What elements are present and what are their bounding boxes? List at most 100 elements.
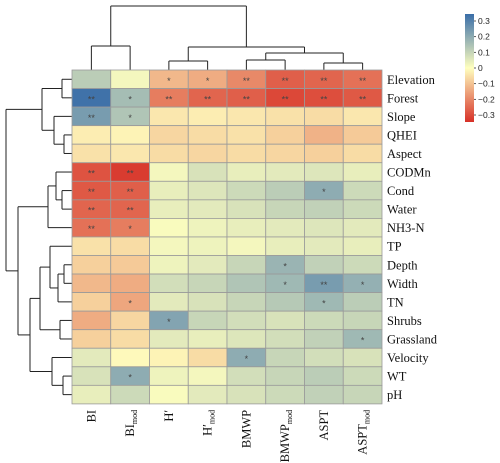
heatmap-cell (149, 125, 189, 145)
significance-mark: * (128, 373, 132, 383)
row-label: TN (387, 295, 404, 309)
heatmap-cell (265, 366, 305, 386)
heatmap-cell (304, 255, 344, 275)
significance-mark: ** (243, 94, 251, 104)
heatmap-cell (187, 384, 228, 405)
column-labels: BI BImod H′ H′mod BMWP BMWPmod ASPT ASPTmod (84, 410, 371, 463)
heatmap-cell (187, 310, 228, 331)
heatmap-cell (110, 69, 150, 89)
significance-mark: ** (282, 94, 290, 104)
heatmap-cell (149, 273, 189, 293)
heatmap-cell (110, 329, 150, 349)
significance-mark: ** (359, 76, 367, 86)
heatmap-cell (226, 199, 267, 219)
column-label: BI (84, 410, 98, 423)
significance-mark: ** (243, 76, 251, 86)
heatmap-cell (187, 347, 228, 368)
heatmap-cell (149, 384, 189, 405)
heatmap-cell (71, 329, 112, 349)
significance-mark: ** (320, 280, 328, 290)
heatmap-cell (342, 366, 383, 386)
row-label: Velocity (387, 351, 429, 365)
column-label: BMWP (239, 410, 253, 448)
heatmap-cell (187, 125, 228, 145)
row-label: Cond (387, 184, 415, 198)
significance-mark: ** (88, 224, 96, 234)
significance-mark: ** (320, 94, 328, 104)
heatmap-cell (226, 384, 267, 405)
heatmap-cell (71, 310, 112, 331)
heatmap-cell (265, 180, 305, 201)
heatmap-cell (342, 310, 383, 331)
row-label: Grassland (387, 332, 438, 346)
colorbar-tick-label: −0.1 (478, 79, 495, 89)
heatmap-cell (342, 217, 383, 238)
significance-mark: ** (165, 94, 173, 104)
heatmap-cell (265, 292, 305, 312)
significance-mark: ** (88, 169, 96, 179)
heatmap-cell (149, 236, 189, 256)
heatmap-cell (342, 199, 383, 219)
significance-mark: ** (282, 76, 290, 86)
heatmap-cell (149, 106, 189, 127)
heatmap-cell (342, 255, 383, 275)
heatmap-cell (226, 217, 267, 238)
heatmap-cell (265, 125, 305, 145)
colorbar-gradient (465, 14, 474, 122)
heatmap-cell (149, 347, 189, 368)
significance-mark: ** (127, 169, 135, 179)
significance-mark: ** (359, 94, 367, 104)
significance-mark: * (128, 224, 132, 234)
heatmap-cell (187, 199, 228, 219)
heatmap-cell (149, 217, 189, 238)
heatmap-cell (187, 143, 228, 164)
heatmap-cell (265, 199, 305, 219)
column-label: ASPT (317, 410, 331, 441)
heatmap-cell (71, 69, 112, 89)
heatmap-cell (187, 236, 228, 256)
heatmap-cell (265, 217, 305, 238)
heatmap-cell (149, 366, 189, 386)
significance-mark: ** (88, 113, 96, 123)
row-label: WT (387, 370, 407, 384)
heatmap-cell (304, 384, 344, 405)
significance-mark: * (322, 298, 326, 308)
heatmap-cell (187, 292, 228, 312)
significance-mark: ** (127, 206, 135, 216)
heatmap-cell (304, 366, 344, 386)
heatmap-cell (71, 273, 112, 293)
heatmap-cell (304, 162, 344, 182)
heatmap-cell (110, 143, 150, 164)
column-dendrogram (90, 5, 364, 70)
heatmap-cell (71, 143, 112, 164)
column-label: ASPTmod (356, 410, 372, 455)
heatmap-cell (342, 143, 383, 164)
heatmap-cell (71, 347, 112, 368)
heatmap-cell (71, 366, 112, 386)
significance-mark: * (167, 317, 171, 327)
column-label: BImod (123, 410, 139, 437)
heatmap-cell (149, 329, 189, 349)
colorbar-legend: 0.3 0.2 0.1 0 −0.1 −0.2 −0.3 (465, 14, 495, 122)
heatmap-cell (149, 143, 189, 164)
heatmap-cell (149, 199, 189, 219)
heatmap-cell (226, 162, 267, 182)
heatmap-cell (265, 162, 305, 182)
heatmap-cell (226, 310, 267, 331)
heatmap-cell (304, 217, 344, 238)
heatmap-cell (265, 329, 305, 349)
heatmap-cell (149, 292, 189, 312)
heatmap-cell (265, 143, 305, 164)
row-label: TP (387, 240, 402, 254)
heatmap-cell (149, 162, 189, 182)
colorbar-tick-label: 0.1 (478, 47, 490, 57)
heatmap-cell (149, 255, 189, 275)
heatmap-cell (110, 310, 150, 331)
heatmap-cell (110, 125, 150, 145)
colorbar-tick-label: −0.2 (478, 94, 495, 104)
heatmap-cells (71, 69, 383, 405)
row-label: Width (387, 277, 418, 291)
significance-mark: ** (88, 187, 96, 197)
colorbar-tick-label: 0.3 (478, 16, 490, 26)
